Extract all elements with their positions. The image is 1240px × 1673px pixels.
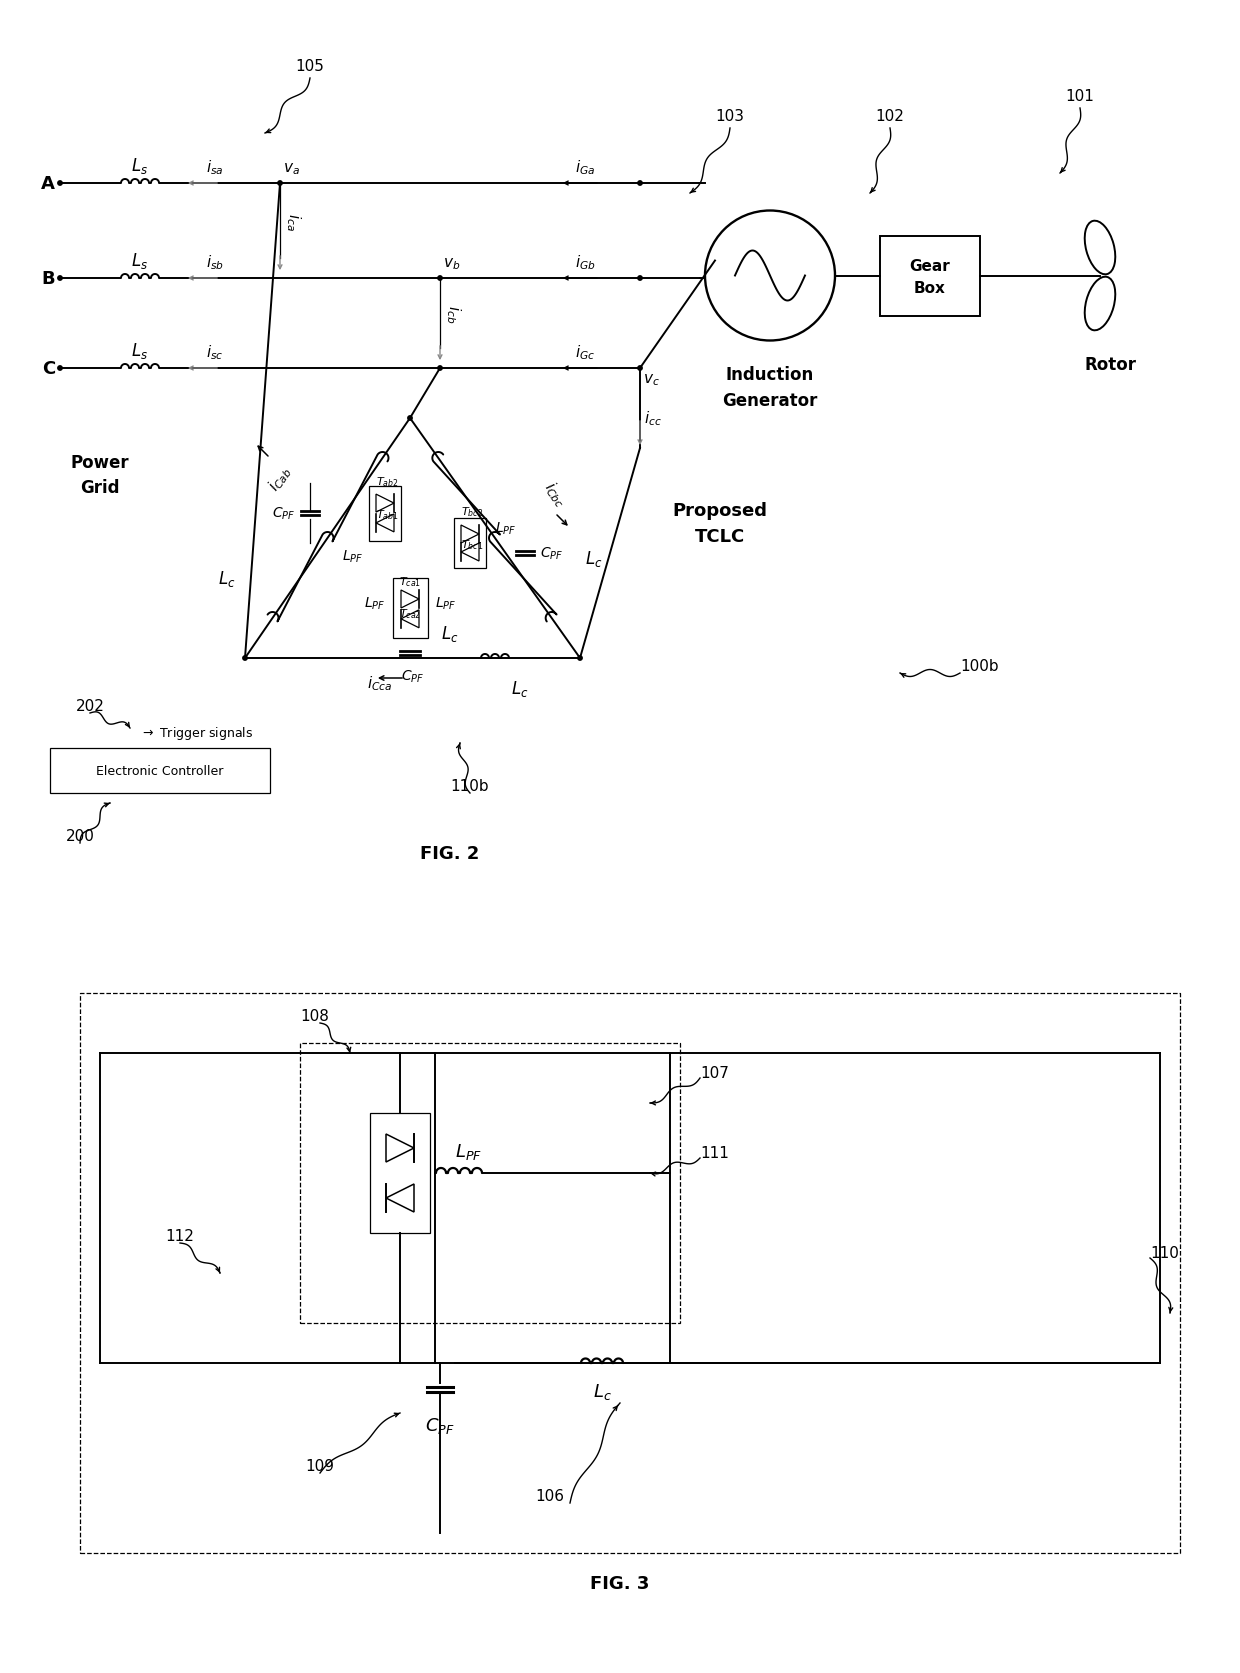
Text: 107: 107	[701, 1066, 729, 1081]
Bar	[880, 236, 980, 316]
Circle shape	[637, 182, 642, 186]
Text: $\mathbf{\mathit{i_{Ga}}}$: $\mathbf{\mathit{i_{Ga}}}$	[575, 159, 595, 177]
Bar	[370, 487, 401, 540]
Text: $\mathbf{\mathit{i_{Gb}}}$: $\mathbf{\mathit{i_{Gb}}}$	[574, 253, 595, 271]
Text: $T_{ab1}$: $T_{ab1}$	[376, 509, 398, 522]
Text: $\mathbf{\mathit{L_c}}$: $\mathbf{\mathit{L_c}}$	[511, 679, 528, 699]
Text: $\mathbf{\mathit{L_s}}$: $\mathbf{\mathit{L_s}}$	[131, 341, 149, 361]
Text: $\mathbf{\mathit{i_{sa}}}$: $\mathbf{\mathit{i_{sa}}}$	[206, 159, 223, 177]
Text: 202: 202	[76, 699, 104, 714]
Text: 102: 102	[875, 109, 904, 124]
Text: $\mathbf{\mathit{i_{Cca}}}$: $\mathbf{\mathit{i_{Cca}}}$	[367, 674, 393, 693]
Text: $\mathbf{\mathit{i_{Cab}}}$: $\mathbf{\mathit{i_{Cab}}}$	[265, 462, 295, 495]
Text: $\mathbf{\mathit{i_{Gc}}}$: $\mathbf{\mathit{i_{Gc}}}$	[575, 343, 595, 361]
Text: A: A	[41, 176, 55, 192]
Text: $\mathbf{\mathit{i_{ca}}}$: $\mathbf{\mathit{i_{ca}}}$	[284, 212, 303, 231]
Circle shape	[58, 366, 62, 371]
Text: Proposed
TCLC: Proposed TCLC	[672, 502, 768, 545]
Text: $\mathbf{\mathit{i_{Cbc}}}$: $\mathbf{\mathit{i_{Cbc}}}$	[539, 477, 570, 510]
Bar	[454, 519, 486, 569]
Polygon shape	[461, 525, 479, 544]
Text: $\mathbf{\mathit{C_{PF}}}$: $\mathbf{\mathit{C_{PF}}}$	[272, 505, 295, 522]
Text: $\mathbf{\mathit{v_a}}$: $\mathbf{\mathit{v_a}}$	[283, 161, 300, 177]
Circle shape	[637, 366, 642, 371]
Text: $T_{ab2}$: $T_{ab2}$	[376, 475, 398, 489]
Text: $\mathbf{\mathit{v_b}}$: $\mathbf{\mathit{v_b}}$	[443, 256, 460, 271]
Text: $\mathbf{\mathit{L_c}}$: $\mathbf{\mathit{L_c}}$	[441, 624, 459, 644]
Text: $\mathbf{\mathit{L_{PF}}}$: $\mathbf{\mathit{L_{PF}}}$	[455, 1141, 482, 1161]
Polygon shape	[386, 1134, 414, 1163]
Text: Rotor: Rotor	[1084, 356, 1136, 375]
Polygon shape	[401, 611, 419, 629]
Text: FIG. 3: FIG. 3	[590, 1574, 650, 1593]
Text: $\mathbf{\mathit{C_{PF}}}$: $\mathbf{\mathit{C_{PF}}}$	[425, 1415, 455, 1435]
Text: 103: 103	[715, 109, 744, 124]
Text: $\mathbf{\mathit{C_{PF}}}$: $\mathbf{\mathit{C_{PF}}}$	[539, 545, 563, 562]
Bar	[50, 748, 270, 793]
Text: $\mathbf{\mathit{i_{cb}}}$: $\mathbf{\mathit{i_{cb}}}$	[444, 304, 463, 323]
Text: Gear: Gear	[910, 259, 950, 274]
Polygon shape	[386, 1184, 414, 1213]
Text: $\mathbf{\mathit{i_{sc}}}$: $\mathbf{\mathit{i_{sc}}}$	[206, 343, 223, 361]
Text: 112: 112	[166, 1228, 195, 1243]
Text: $\rightarrow$ Trigger signals: $\rightarrow$ Trigger signals	[140, 724, 253, 743]
Text: Box: Box	[914, 281, 946, 296]
Circle shape	[408, 417, 412, 422]
Text: $\mathbf{\mathit{v_c}}$: $\mathbf{\mathit{v_c}}$	[644, 371, 660, 388]
Text: $\mathbf{\mathit{L_s}}$: $\mathbf{\mathit{L_s}}$	[131, 156, 149, 176]
Text: $T_{bc1}$: $T_{bc1}$	[461, 539, 484, 552]
Text: $\mathbf{\mathit{L_{PF}}}$: $\mathbf{\mathit{L_{PF}}}$	[435, 596, 456, 612]
Text: 108: 108	[300, 1009, 329, 1024]
Text: $\mathbf{\mathit{L_{PF}}}$: $\mathbf{\mathit{L_{PF}}}$	[495, 520, 516, 537]
Text: $\mathbf{\mathit{i_{cc}}}$: $\mathbf{\mathit{i_{cc}}}$	[644, 410, 662, 428]
Polygon shape	[376, 515, 394, 532]
Text: $\mathbf{\mathit{L_c}}$: $\mathbf{\mathit{L_c}}$	[217, 569, 236, 589]
Circle shape	[278, 182, 283, 186]
Circle shape	[637, 276, 642, 281]
Polygon shape	[461, 544, 479, 562]
Text: $\mathbf{\mathit{L_c}}$: $\mathbf{\mathit{L_c}}$	[593, 1382, 611, 1402]
Polygon shape	[401, 591, 419, 609]
Polygon shape	[376, 495, 394, 514]
Text: $T_{ca1}$: $T_{ca1}$	[399, 576, 422, 589]
Text: Induction
Generator: Induction Generator	[723, 366, 817, 410]
Text: $\mathbf{\mathit{i_{sb}}}$: $\mathbf{\mathit{i_{sb}}}$	[206, 253, 224, 271]
Text: Power
Grid: Power Grid	[71, 453, 129, 497]
Bar	[81, 994, 1180, 1553]
Bar	[370, 1113, 430, 1233]
Text: 106: 106	[536, 1487, 564, 1502]
Text: $\mathbf{\mathit{L_c}}$: $\mathbf{\mathit{L_c}}$	[585, 549, 603, 569]
Circle shape	[58, 276, 62, 281]
Text: $\mathbf{\mathit{L_s}}$: $\mathbf{\mathit{L_s}}$	[131, 251, 149, 271]
Bar	[393, 579, 428, 639]
Text: 109: 109	[305, 1459, 335, 1474]
Text: 100b: 100b	[961, 659, 999, 674]
Text: $\mathbf{\mathit{L_{PF}}}$: $\mathbf{\mathit{L_{PF}}}$	[342, 549, 363, 564]
Text: $T_{bc2}$: $T_{bc2}$	[461, 505, 484, 519]
Text: Electronic Controller: Electronic Controller	[97, 765, 223, 778]
Circle shape	[578, 656, 583, 661]
Text: 111: 111	[701, 1146, 729, 1161]
Text: $\mathbf{\mathit{L_{PF}}}$: $\mathbf{\mathit{L_{PF}}}$	[363, 596, 384, 612]
Circle shape	[438, 276, 443, 281]
Circle shape	[438, 366, 443, 371]
Text: 101: 101	[1065, 89, 1095, 104]
Text: 200: 200	[66, 828, 94, 843]
Text: 110b: 110b	[450, 778, 490, 793]
Text: C: C	[42, 360, 55, 378]
Bar	[300, 1044, 680, 1323]
Text: 110: 110	[1149, 1246, 1179, 1261]
Circle shape	[243, 656, 247, 661]
Text: $\mathbf{\mathit{C_{PF}}}$: $\mathbf{\mathit{C_{PF}}}$	[402, 669, 424, 684]
Text: 105: 105	[295, 59, 325, 74]
Text: B: B	[41, 269, 55, 288]
Text: FIG. 2: FIG. 2	[420, 845, 480, 863]
Text: $T_{ca2}$: $T_{ca2}$	[399, 607, 422, 621]
Circle shape	[58, 182, 62, 186]
